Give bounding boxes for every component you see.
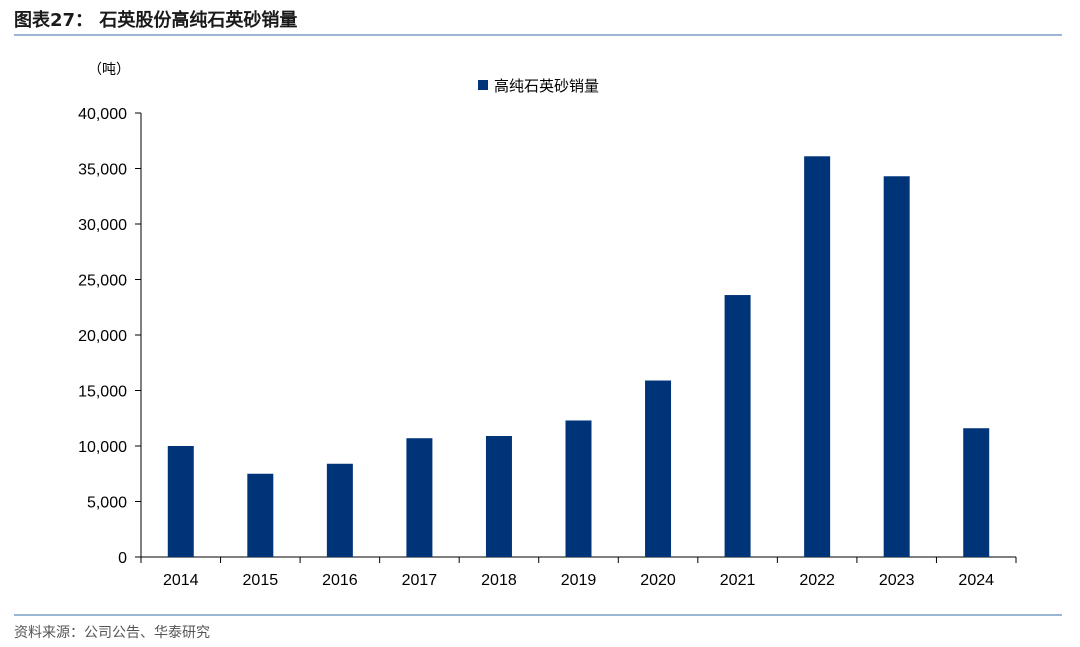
bars [167, 156, 990, 558]
legend-swatch [478, 80, 488, 90]
x-tick-label: 2019 [561, 572, 597, 589]
bar-2019 [565, 420, 592, 557]
y-tick-label: 10,000 [78, 439, 127, 456]
top-rule [14, 34, 1062, 36]
y-unit-label: （吨） [88, 62, 130, 78]
bar-2015 [247, 473, 274, 557]
x-tick-label: 2015 [243, 572, 279, 589]
bar-2022 [804, 156, 831, 558]
x-tick-label: 2023 [879, 572, 915, 589]
bar-chart: （吨） 高纯石英砂销量 0 5,000 10,000 15,000 20,000 25,0… [78, 62, 1017, 589]
x-tick-label: 2014 [163, 572, 199, 589]
bar-2020 [645, 380, 672, 557]
legend-label: 高纯石英砂销量 [494, 77, 599, 95]
bar-2017 [406, 438, 433, 557]
y-tick-label: 5,000 [87, 495, 127, 512]
y-tick-label: 30,000 [78, 217, 127, 234]
x-tick-label: 2017 [402, 572, 438, 589]
y-tick-label: 20,000 [78, 328, 127, 345]
y-axis: 0 5,000 10,000 15,000 20,000 25,000 30,000 35,0… [78, 106, 142, 567]
bar-2023 [883, 176, 910, 557]
y-tick-label: 40,000 [78, 106, 127, 123]
y-tick-label: 0 [118, 550, 127, 567]
x-tick-label: 2020 [640, 572, 676, 589]
bar-2021 [724, 295, 751, 557]
x-axis: 2014 2015 2016 2017 2018 2019 2020 2021 2022 2023… [140, 556, 1017, 589]
bar-2016 [326, 463, 353, 557]
x-tick-label: 2021 [720, 572, 756, 589]
bar-2024 [963, 428, 990, 557]
x-tick-label: 2022 [799, 572, 835, 589]
y-tick-label: 15,000 [78, 384, 127, 401]
source-note: 资料来源：公司公告、华泰研究 [14, 625, 210, 641]
legend: 高纯石英砂销量 [478, 77, 599, 95]
bar-2018 [485, 436, 512, 557]
y-tick-label: 35,000 [78, 162, 127, 179]
y-tick-label: 25,000 [78, 273, 127, 290]
x-tick-label: 2018 [481, 572, 517, 589]
figure-title: 图表27： 石英股份高纯石英砂销量 [14, 10, 298, 31]
bottom-rule [14, 614, 1062, 616]
bar-2014 [167, 446, 194, 557]
x-tick-label: 2024 [958, 572, 994, 589]
x-tick-label: 2016 [322, 572, 358, 589]
